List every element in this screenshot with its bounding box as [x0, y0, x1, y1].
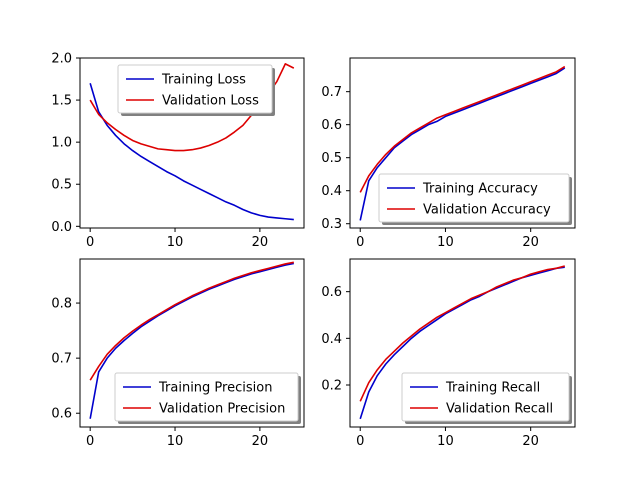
y-tick-label: 0.7: [321, 85, 342, 100]
x-tick-label: 0: [86, 235, 94, 250]
legend-box: [117, 64, 273, 114]
y-tick-label: 0.4: [321, 332, 342, 347]
y-tick-label: 0.8: [51, 297, 72, 312]
y-tick-label: 0.3: [321, 217, 342, 232]
legend-label: Training Precision: [158, 381, 272, 396]
y-tick-label: 0.0: [51, 220, 72, 235]
x-tick-label: 20: [252, 434, 269, 449]
series-line-validation-recall: [359, 265, 565, 402]
x-tick-label: 10: [437, 235, 454, 250]
y-tick-label: 0.7: [51, 352, 72, 367]
series-line-training-loss: [89, 83, 294, 221]
x-tick-label: 10: [437, 434, 454, 449]
x-tick-label: 10: [167, 434, 184, 449]
legend-label: Training Loss: [161, 73, 246, 88]
legend-label: Validation Loss: [162, 94, 259, 109]
x-tick-label: 20: [522, 235, 539, 250]
legend: Training Recall Validation Recall: [401, 372, 572, 424]
x-tick-label: 20: [522, 434, 539, 449]
x-tick-label: 0: [86, 434, 94, 449]
y-tick-label: 0.5: [321, 151, 342, 166]
y-tick-label: 1.5: [51, 94, 72, 109]
y-tick-label: 2.0: [51, 52, 72, 67]
y-tick-label: 1.0: [51, 136, 72, 151]
y-tick-label: 0.6: [321, 118, 342, 133]
axes-frame: [79, 258, 305, 428]
y-tick-label: 0.6: [321, 285, 342, 300]
series-line-validation-accuracy: [359, 65, 566, 193]
series-line-training-precision: [89, 262, 294, 419]
x-tick-label: 10: [167, 235, 184, 250]
subplot-3: 0 10 20 0.2 0.4 0.6 Training Recall Validation …: [321, 258, 576, 449]
legend-label: Validation Precision: [159, 402, 285, 417]
legend-box: [401, 372, 570, 422]
legend-label: Validation Accuracy: [423, 203, 551, 218]
legend: Training Precision Validation Precision: [114, 372, 301, 424]
y-tick-label: 0.2: [321, 379, 342, 394]
legend-label: Validation Recall: [446, 402, 553, 417]
x-tick-label: 0: [356, 235, 364, 250]
subplot-0: 0 10 20 0.0 0.5 1.0 1.5 2.0 Training Loss Validat…: [51, 52, 305, 250]
x-tick-label: 0: [356, 434, 364, 449]
legend-box: [114, 372, 299, 422]
subplot-1: 0 10 20 0.3 0.4 0.5 0.6 0.7 Training Accuracy Val…: [321, 57, 576, 250]
series-line-validation-precision: [89, 261, 294, 381]
axes-frame: [79, 57, 305, 229]
legend: Training Accuracy Validation Accuracy: [378, 173, 572, 225]
y-tick-label: 0.5: [51, 178, 72, 193]
axes-frame: [349, 57, 576, 229]
legend-box: [378, 173, 570, 223]
y-tick-label: 0.4: [321, 184, 342, 199]
x-tick-label: 20: [252, 235, 269, 250]
series-line-training-recall: [359, 266, 565, 420]
legend: Training Loss Validation Loss: [117, 64, 275, 116]
series-line-training-accuracy: [359, 67, 566, 221]
legend-label: Training Recall: [445, 381, 540, 396]
subplot-2: 0 10 20 0.6 0.7 0.8 Training Precision Validati…: [51, 258, 305, 449]
axes-frame: [349, 258, 576, 428]
legend-label: Training Accuracy: [422, 182, 538, 197]
y-tick-label: 0.6: [51, 407, 72, 422]
